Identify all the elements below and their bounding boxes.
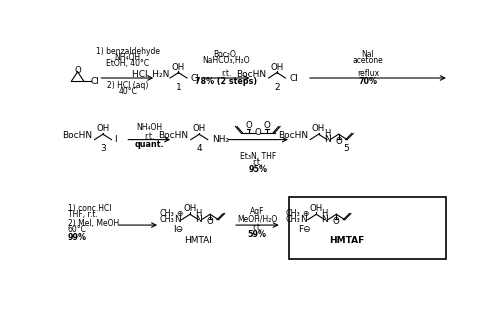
Text: AgF: AgF — [250, 207, 264, 216]
Text: BocHN: BocHN — [62, 131, 92, 140]
Text: 70%: 70% — [358, 77, 378, 86]
Text: 3: 3 — [100, 144, 106, 153]
Text: r.t.: r.t. — [252, 223, 262, 232]
Text: OH: OH — [270, 63, 283, 72]
Text: 78% (2 steps): 78% (2 steps) — [195, 77, 258, 86]
Text: 99%: 99% — [68, 233, 86, 242]
Text: OH: OH — [310, 204, 323, 213]
Text: BocHN: BocHN — [278, 131, 308, 140]
Text: N: N — [324, 135, 330, 144]
Text: NH₄OH: NH₄OH — [114, 53, 140, 62]
Text: I: I — [114, 135, 117, 144]
Text: HMTAI: HMTAI — [184, 236, 212, 245]
Text: r.t.: r.t. — [144, 132, 154, 141]
Text: 60°C: 60°C — [68, 225, 86, 234]
Text: Cl: Cl — [191, 73, 200, 82]
Text: reflux: reflux — [357, 69, 379, 78]
Text: CH₃: CH₃ — [286, 215, 300, 224]
Text: r.t.: r.t. — [221, 69, 232, 78]
Text: O: O — [74, 66, 81, 75]
Text: O: O — [206, 218, 214, 227]
Text: O: O — [264, 121, 270, 130]
Text: O: O — [336, 137, 342, 146]
Text: 2) MeI, MeOH: 2) MeI, MeOH — [68, 219, 119, 228]
Text: 5: 5 — [344, 144, 349, 153]
Text: O: O — [333, 218, 340, 227]
Text: H: H — [322, 209, 328, 218]
Text: BocHN: BocHN — [236, 70, 266, 79]
Text: HMTAF: HMTAF — [328, 236, 364, 245]
Text: F⊖: F⊖ — [298, 225, 310, 234]
Text: OH: OH — [96, 124, 110, 133]
Text: H: H — [324, 129, 330, 138]
Text: Cl: Cl — [290, 73, 298, 82]
Text: NH₄OH: NH₄OH — [136, 123, 162, 132]
Text: Boc₂O,: Boc₂O, — [214, 50, 239, 59]
Text: NaHCO₃,H₂O: NaHCO₃,H₂O — [202, 56, 250, 65]
Text: OH: OH — [172, 63, 185, 72]
Text: 1) conc.HCl: 1) conc.HCl — [68, 204, 111, 213]
Text: HCl. H₂N: HCl. H₂N — [132, 70, 169, 79]
Text: Et₃N, THF: Et₃N, THF — [240, 152, 276, 161]
Text: EtOH, 40°C: EtOH, 40°C — [106, 59, 149, 68]
Text: r.t.: r.t. — [252, 158, 263, 167]
Text: N: N — [300, 215, 308, 224]
Text: 4: 4 — [196, 144, 202, 153]
Text: I⊖: I⊖ — [172, 225, 183, 234]
Text: NH₂: NH₂ — [212, 135, 230, 144]
Text: 59%: 59% — [248, 230, 266, 239]
Text: ⊕: ⊕ — [302, 209, 308, 218]
Text: N: N — [174, 215, 181, 224]
Text: N: N — [195, 215, 202, 224]
Text: CH₃: CH₃ — [159, 209, 174, 218]
Text: THF, r.t.: THF, r.t. — [68, 210, 98, 219]
Text: acetone: acetone — [352, 56, 384, 65]
Text: N: N — [322, 215, 328, 224]
Text: 95%: 95% — [248, 165, 268, 174]
Bar — [288, 197, 446, 259]
Text: BocHN: BocHN — [158, 131, 188, 140]
Text: CH₃: CH₃ — [159, 215, 174, 224]
Text: OH: OH — [192, 124, 206, 133]
Text: 40°C: 40°C — [118, 87, 137, 96]
Text: O: O — [254, 128, 261, 137]
Text: ⊕: ⊕ — [176, 209, 182, 218]
Text: OH: OH — [312, 124, 325, 133]
Text: 1) benzaldehyde: 1) benzaldehyde — [96, 46, 160, 55]
Text: NaI: NaI — [362, 50, 374, 59]
Text: H: H — [196, 209, 202, 218]
Text: CH₃: CH₃ — [286, 209, 300, 218]
Text: 1: 1 — [176, 83, 182, 92]
Text: OH: OH — [184, 204, 196, 213]
Text: 2: 2 — [274, 83, 280, 92]
Text: MeOH/H₂O: MeOH/H₂O — [237, 215, 277, 224]
Text: quant.: quant. — [134, 140, 164, 149]
Text: 2) HCl (aq): 2) HCl (aq) — [107, 81, 148, 90]
Text: Cl: Cl — [91, 77, 100, 86]
Text: O: O — [245, 121, 252, 130]
